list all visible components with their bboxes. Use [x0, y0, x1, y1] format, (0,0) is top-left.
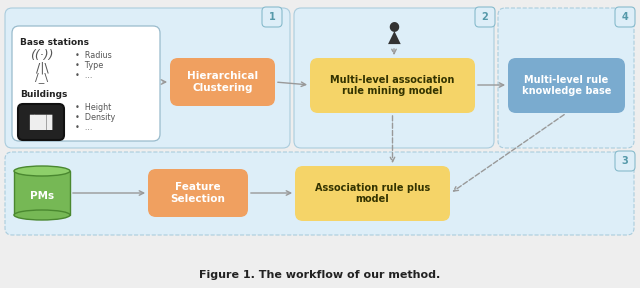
FancyBboxPatch shape — [148, 169, 248, 217]
FancyBboxPatch shape — [498, 8, 634, 148]
Ellipse shape — [14, 210, 70, 220]
Text: ▲: ▲ — [388, 29, 401, 47]
Text: Hierarchical
Clustering: Hierarchical Clustering — [187, 71, 258, 93]
FancyBboxPatch shape — [475, 7, 495, 27]
Text: Buildings: Buildings — [20, 90, 67, 99]
Text: Multi-level association
rule mining model: Multi-level association rule mining mode… — [330, 75, 454, 96]
FancyBboxPatch shape — [5, 152, 634, 235]
Text: ●: ● — [388, 20, 399, 33]
Ellipse shape — [14, 166, 70, 176]
Text: Base stations: Base stations — [20, 38, 89, 47]
Text: ✦: ✦ — [391, 23, 397, 29]
Text: /_\: /_\ — [35, 73, 49, 84]
Text: Multi-level rule
knowledge base: Multi-level rule knowledge base — [522, 75, 611, 96]
Text: •  ...: • ... — [75, 124, 92, 132]
Text: Figure 1. The workflow of our method.: Figure 1. The workflow of our method. — [200, 270, 440, 280]
FancyBboxPatch shape — [310, 58, 475, 113]
FancyBboxPatch shape — [615, 151, 635, 171]
FancyBboxPatch shape — [508, 58, 625, 113]
Text: ((·)): ((·)) — [30, 50, 54, 62]
FancyBboxPatch shape — [615, 7, 635, 27]
Text: ▐█▌: ▐█▌ — [24, 114, 59, 130]
FancyBboxPatch shape — [294, 8, 494, 148]
FancyBboxPatch shape — [295, 166, 450, 221]
Text: •  Height: • Height — [75, 103, 111, 113]
Text: PMs: PMs — [30, 191, 54, 201]
Text: Feature
Selection: Feature Selection — [171, 182, 225, 204]
FancyBboxPatch shape — [5, 8, 290, 148]
FancyBboxPatch shape — [12, 26, 160, 141]
Text: 1: 1 — [269, 12, 275, 22]
FancyBboxPatch shape — [170, 58, 275, 106]
Text: Association rule plus
model: Association rule plus model — [315, 183, 430, 204]
FancyBboxPatch shape — [262, 7, 282, 27]
Text: •  Type: • Type — [75, 60, 103, 69]
Text: 3: 3 — [621, 156, 628, 166]
Text: •  ...: • ... — [75, 71, 92, 79]
Text: /|\: /|\ — [31, 62, 52, 75]
Bar — [14, 171, 70, 215]
Text: 2: 2 — [482, 12, 488, 22]
Text: 4: 4 — [621, 12, 628, 22]
Text: •  Radius: • Radius — [75, 50, 112, 60]
FancyBboxPatch shape — [18, 104, 64, 140]
Text: •  Density: • Density — [75, 113, 115, 122]
